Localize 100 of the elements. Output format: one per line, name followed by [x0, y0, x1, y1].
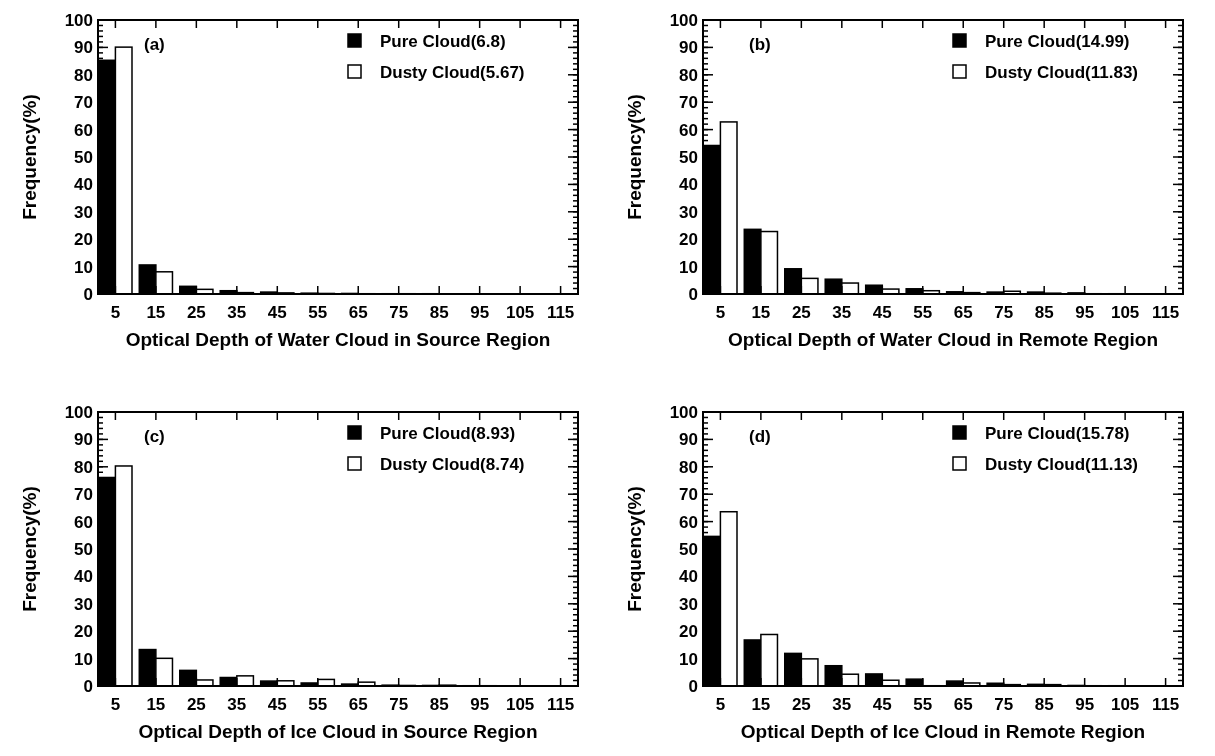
x-tick-label: 95: [1075, 695, 1095, 714]
x-tick-label: 45: [267, 303, 287, 322]
y-tick-label: 30: [74, 594, 93, 614]
y-tick-label: 30: [679, 202, 698, 222]
y-tick-label: 80: [679, 457, 698, 477]
x-tick-label: 65: [953, 303, 973, 322]
annotation: (b): [749, 35, 771, 54]
x-tick-label: 55: [913, 695, 933, 714]
x-tick-label: 95: [1075, 303, 1095, 322]
y-axis-title: Frequency(%): [19, 486, 40, 612]
x-tick-label: 15: [146, 303, 166, 322]
y-tick-label: 80: [74, 457, 93, 477]
y-tick-label: 90: [679, 430, 698, 450]
y-tick-label: 60: [679, 120, 698, 140]
x-tick-label: 25: [791, 695, 811, 714]
x-tick-label: 5: [110, 695, 121, 714]
x-tick-label: 65: [348, 303, 368, 322]
x-tick-label: 55: [308, 695, 328, 714]
x-tick-label: 35: [227, 695, 247, 714]
x-tick-label: 105: [505, 303, 535, 322]
y-tick-label: 50: [74, 147, 93, 167]
x-tick-label: 35: [832, 303, 852, 322]
x-tick-label: 95: [470, 303, 490, 322]
y-tick-label: 0: [83, 284, 93, 304]
y-tick-label: 90: [74, 38, 93, 58]
y-tick-label: 70: [74, 485, 93, 505]
y-tick-label: 100: [669, 10, 698, 30]
x-tick-label: 75: [994, 303, 1014, 322]
y-tick-label: 100: [64, 10, 93, 30]
y-tick-label: 50: [679, 147, 698, 167]
y-axis-title: Frequency(%): [624, 486, 645, 612]
x-tick-label: 35: [227, 303, 247, 322]
legend-label: Dusty Cloud(11.13): [985, 454, 1139, 474]
y-axis-title: Frequency(%): [624, 94, 645, 220]
y-tick-label: 40: [74, 567, 93, 587]
legend-label: Pure Cloud(14.99): [985, 31, 1130, 51]
x-tick-label: 65: [348, 695, 368, 714]
y-tick-label: 60: [74, 512, 93, 532]
legend-label: Pure Cloud(15.78): [985, 423, 1130, 443]
y-tick-label: 90: [679, 38, 698, 58]
x-tick-label: 15: [146, 695, 166, 714]
y-tick-label: 50: [679, 539, 698, 559]
x-tick-label: 105: [1110, 695, 1140, 714]
y-tick-label: 0: [688, 284, 698, 304]
y-tick-label: 20: [679, 230, 698, 250]
x-tick-label: 115: [546, 695, 575, 714]
x-tick-label: 85: [1034, 695, 1054, 714]
y-tick-label: 10: [74, 257, 93, 277]
x-tick-label: 15: [751, 303, 771, 322]
y-tick-label: 100: [669, 402, 698, 422]
y-tick-label: 60: [74, 120, 93, 140]
y-tick-label: 40: [679, 175, 698, 195]
y-tick-label: 100: [64, 402, 93, 422]
x-tick-label: 35: [832, 695, 852, 714]
y-tick-label: 80: [74, 65, 93, 85]
x-tick-label: 105: [1110, 303, 1140, 322]
x-tick-label: 95: [470, 695, 490, 714]
y-tick-label: 40: [74, 175, 93, 195]
x-axis-title: Optical Depth of Water Cloud in Source Region: [125, 329, 551, 350]
x-tick-label: 85: [429, 303, 449, 322]
y-tick-label: 30: [679, 594, 698, 614]
y-tick-label: 40: [679, 567, 698, 587]
y-tick-label: 20: [74, 622, 93, 642]
annotation: (a): [144, 35, 165, 54]
legend-label: Pure Cloud(6.8): [380, 31, 506, 51]
x-axis-title: Optical Depth of Water Cloud in Remote Region: [728, 329, 1158, 350]
legend-label: Dusty Cloud(8.74): [380, 454, 525, 474]
x-tick-label: 25: [186, 303, 206, 322]
annotation: (d): [749, 427, 771, 446]
x-tick-label: 65: [953, 695, 973, 714]
x-tick-label: 15: [751, 695, 771, 714]
y-tick-label: 80: [679, 65, 698, 85]
y-tick-label: 60: [679, 512, 698, 532]
x-tick-label: 5: [110, 303, 121, 322]
y-tick-label: 70: [679, 485, 698, 505]
y-axis-title: Frequency(%): [19, 94, 40, 220]
x-tick-label: 75: [389, 695, 409, 714]
x-tick-label: 105: [505, 695, 535, 714]
x-tick-label: 25: [186, 695, 206, 714]
annotation: (c): [144, 427, 165, 446]
x-tick-label: 115: [546, 303, 575, 322]
x-tick-label: 55: [308, 303, 328, 322]
x-tick-label: 25: [791, 303, 811, 322]
x-tick-label: 5: [715, 303, 726, 322]
y-tick-label: 10: [679, 257, 698, 277]
x-tick-label: 75: [994, 695, 1014, 714]
x-axis-title: Optical Depth of Ice Cloud in Remote Region: [740, 721, 1146, 742]
y-tick-label: 0: [83, 676, 93, 696]
x-axis-title: Optical Depth of Ice Cloud in Source Region: [138, 721, 538, 742]
x-tick-label: 45: [872, 695, 892, 714]
x-tick-label: 85: [1034, 303, 1054, 322]
x-tick-label: 115: [1151, 303, 1180, 322]
y-tick-label: 70: [74, 93, 93, 113]
x-tick-label: 85: [429, 695, 449, 714]
y-tick-label: 20: [74, 230, 93, 250]
y-tick-label: 10: [679, 649, 698, 669]
x-tick-label: 115: [1151, 695, 1180, 714]
legend-label: Dusty Cloud(11.83): [985, 62, 1139, 82]
x-tick-label: 5: [715, 695, 726, 714]
legend-label: Pure Cloud(8.93): [380, 423, 516, 443]
